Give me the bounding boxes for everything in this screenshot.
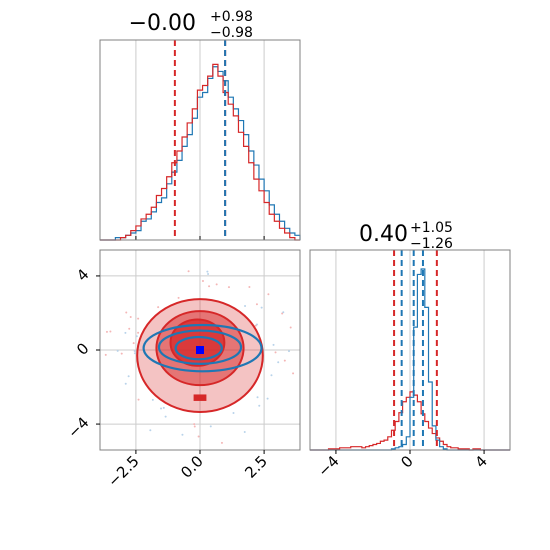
scatter-point <box>289 326 292 329</box>
bottom-right-title-sub: −1.26 <box>410 236 453 252</box>
top-left-title: −0.00 <box>129 11 196 36</box>
scatter-point <box>187 270 190 273</box>
scatter-point <box>164 415 167 418</box>
scatter-point <box>157 306 160 309</box>
red-histogram-step <box>100 63 300 241</box>
scatter-point <box>133 349 136 352</box>
x-tick-label: 2.5 <box>241 452 271 482</box>
scatter-point <box>227 286 230 289</box>
scatter-point <box>272 343 275 346</box>
scatter-point <box>270 374 273 377</box>
scatter-point <box>267 293 270 296</box>
scatter-point <box>129 315 132 318</box>
top-left-title-sup: +0.98 <box>210 9 253 25</box>
scatter-point <box>128 327 131 330</box>
scatter-point <box>135 335 138 338</box>
blue-contour-level <box>157 329 243 365</box>
scatter-point <box>208 285 211 288</box>
scatter-point <box>116 349 119 352</box>
scatter-point <box>105 330 108 333</box>
scatter-point <box>220 441 223 444</box>
scatter-point <box>109 330 112 333</box>
scatter-point <box>149 429 152 432</box>
scatter-point <box>104 353 107 356</box>
scatter-point <box>209 425 212 428</box>
scatter-point <box>132 342 135 345</box>
scatter-point <box>232 411 235 414</box>
scatter-point <box>260 306 263 309</box>
scatter-point <box>160 407 163 410</box>
bottom-right-histogram-panel: −4 0 4 <box>309 249 511 480</box>
scatter-point <box>215 283 218 286</box>
scatter-point <box>207 272 210 275</box>
scatter-point <box>137 317 140 320</box>
scatter-point <box>127 375 130 378</box>
scatter-point <box>124 331 127 334</box>
scatter-point <box>266 397 269 400</box>
top-left-title-sub: −0.98 <box>210 25 253 41</box>
scatter-point <box>177 296 180 299</box>
panel-frame <box>99 39 301 241</box>
scatter-point <box>258 404 261 407</box>
scatter-point <box>125 311 128 314</box>
scatter-point <box>181 433 184 436</box>
bottom-right-title: 0.40 <box>359 222 408 247</box>
scatter-point <box>255 303 258 306</box>
x-tick-label: −4 <box>314 452 342 480</box>
top-left-histogram-panel <box>99 39 301 241</box>
scatter-point <box>124 382 127 385</box>
blue-contour-level <box>142 323 263 373</box>
scatter-point <box>255 323 258 326</box>
blue-contour-level <box>174 335 223 361</box>
scatter-point <box>120 352 123 355</box>
scatter-point <box>133 352 136 355</box>
scatter-point <box>282 311 285 314</box>
bottom-right-title-sup: +1.05 <box>410 220 453 236</box>
scatter-point <box>292 372 295 375</box>
scatter-point <box>137 331 140 334</box>
bottom-left-contour-panel: −2.5 0.0 2.5 4 0 −4 <box>64 249 301 491</box>
x-tick-label: 4 <box>471 452 490 471</box>
red-contour-tail <box>193 394 207 401</box>
y-tick-label: −4 <box>64 413 92 441</box>
y-tick-label: 4 <box>73 265 92 284</box>
x-tick-label: 0 <box>397 452 416 471</box>
scatter-point <box>243 431 246 434</box>
truth-marker <box>196 346 204 354</box>
x-tick-label: −2.5 <box>104 452 142 490</box>
scatter-point <box>283 359 286 362</box>
scatter-point <box>206 270 209 273</box>
scatter-point <box>193 425 196 428</box>
scatter-point <box>151 398 154 401</box>
scatter-point <box>256 396 259 399</box>
scatter-point <box>244 304 247 307</box>
x-tick-label: 0.0 <box>177 452 207 482</box>
scatter-point <box>162 406 165 409</box>
scatter-point <box>201 280 204 283</box>
scatter-point <box>248 285 251 288</box>
scatter-point <box>197 435 200 438</box>
scatter-point <box>193 423 196 426</box>
y-tick-label: 0 <box>73 339 92 358</box>
scatter-point <box>137 398 140 401</box>
scatter-point <box>287 350 290 353</box>
scatter-point <box>277 361 280 364</box>
scatter-point <box>274 351 277 354</box>
